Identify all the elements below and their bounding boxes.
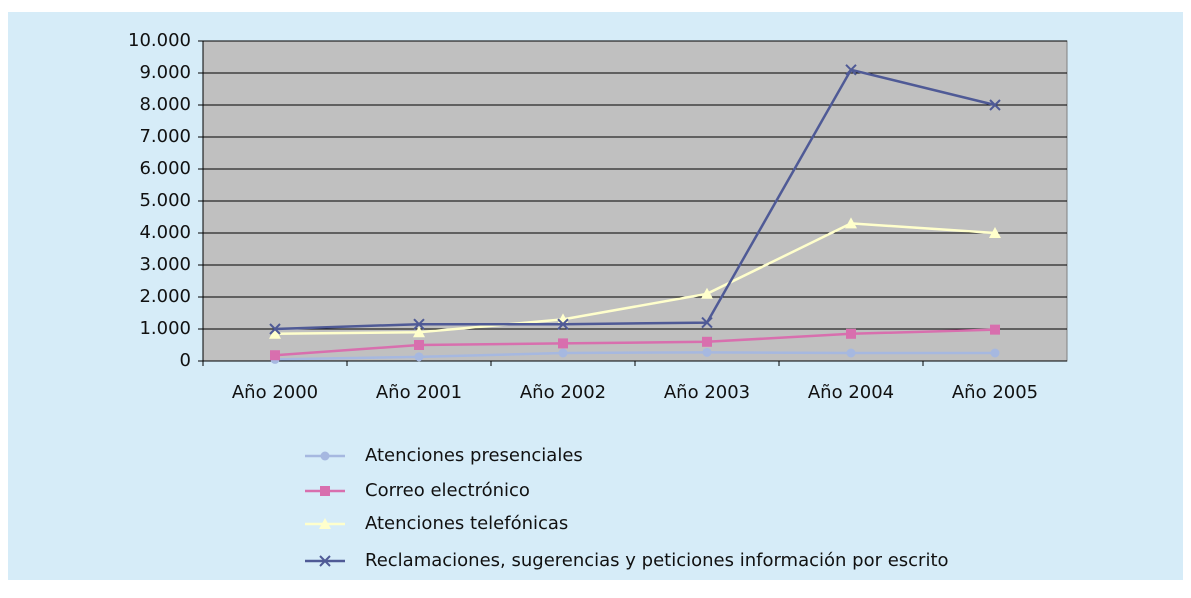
x-tick-label: Año 2002 bbox=[520, 382, 606, 403]
marker bbox=[990, 324, 1000, 335]
marker bbox=[414, 340, 424, 350]
marker bbox=[414, 352, 424, 362]
marker bbox=[846, 348, 856, 358]
legend-label: Correo electrónico bbox=[365, 480, 530, 501]
marker bbox=[846, 328, 856, 339]
x-tick-label: Año 2001 bbox=[376, 382, 462, 403]
marker bbox=[320, 451, 330, 461]
marker bbox=[269, 323, 281, 335]
series-line bbox=[274, 351, 995, 361]
y-tick-label: 10.000 bbox=[128, 30, 191, 51]
marker bbox=[558, 338, 568, 349]
marker bbox=[990, 348, 1000, 358]
y-tick-label: 8.000 bbox=[139, 94, 191, 115]
y-tick-label: 2.000 bbox=[139, 286, 191, 307]
marker bbox=[413, 318, 425, 330]
marker bbox=[701, 287, 713, 299]
y-tick-label: 9.000 bbox=[139, 62, 191, 83]
series-line bbox=[274, 68, 996, 331]
y-tick-label: 3.000 bbox=[139, 254, 191, 275]
x-tick-label: Año 2005 bbox=[952, 382, 1038, 403]
legend-label: Atenciones presenciales bbox=[365, 445, 583, 466]
y-tick-label: 7.000 bbox=[139, 126, 191, 147]
marker bbox=[701, 316, 713, 329]
y-tick-label: 1.000 bbox=[139, 318, 191, 339]
series-line bbox=[274, 222, 996, 336]
marker bbox=[845, 217, 857, 229]
legend-label: Atenciones telefónicas bbox=[365, 513, 568, 534]
y-tick-label: 0 bbox=[180, 350, 191, 371]
series-line bbox=[274, 328, 996, 357]
marker bbox=[558, 348, 568, 358]
y-tick-label: 6.000 bbox=[139, 158, 191, 179]
marker bbox=[269, 327, 281, 339]
marker bbox=[989, 227, 1001, 238]
y-tick-label: 4.000 bbox=[139, 222, 191, 243]
marker bbox=[702, 347, 712, 357]
marker bbox=[319, 518, 331, 529]
y-tick-label: 5.000 bbox=[139, 190, 191, 211]
x-tick-label: Año 2004 bbox=[808, 382, 894, 403]
marker bbox=[989, 99, 1001, 111]
marker bbox=[845, 64, 857, 76]
marker bbox=[557, 318, 569, 330]
marker bbox=[319, 555, 331, 567]
x-tick-label: Año 2000 bbox=[232, 382, 318, 403]
marker bbox=[320, 486, 330, 496]
marker bbox=[702, 336, 712, 347]
marker bbox=[413, 326, 425, 338]
marker bbox=[270, 350, 280, 361]
legend-label: Reclamaciones, sugerencias y peticiones … bbox=[365, 550, 949, 571]
x-tick-label: Año 2003 bbox=[664, 382, 750, 403]
